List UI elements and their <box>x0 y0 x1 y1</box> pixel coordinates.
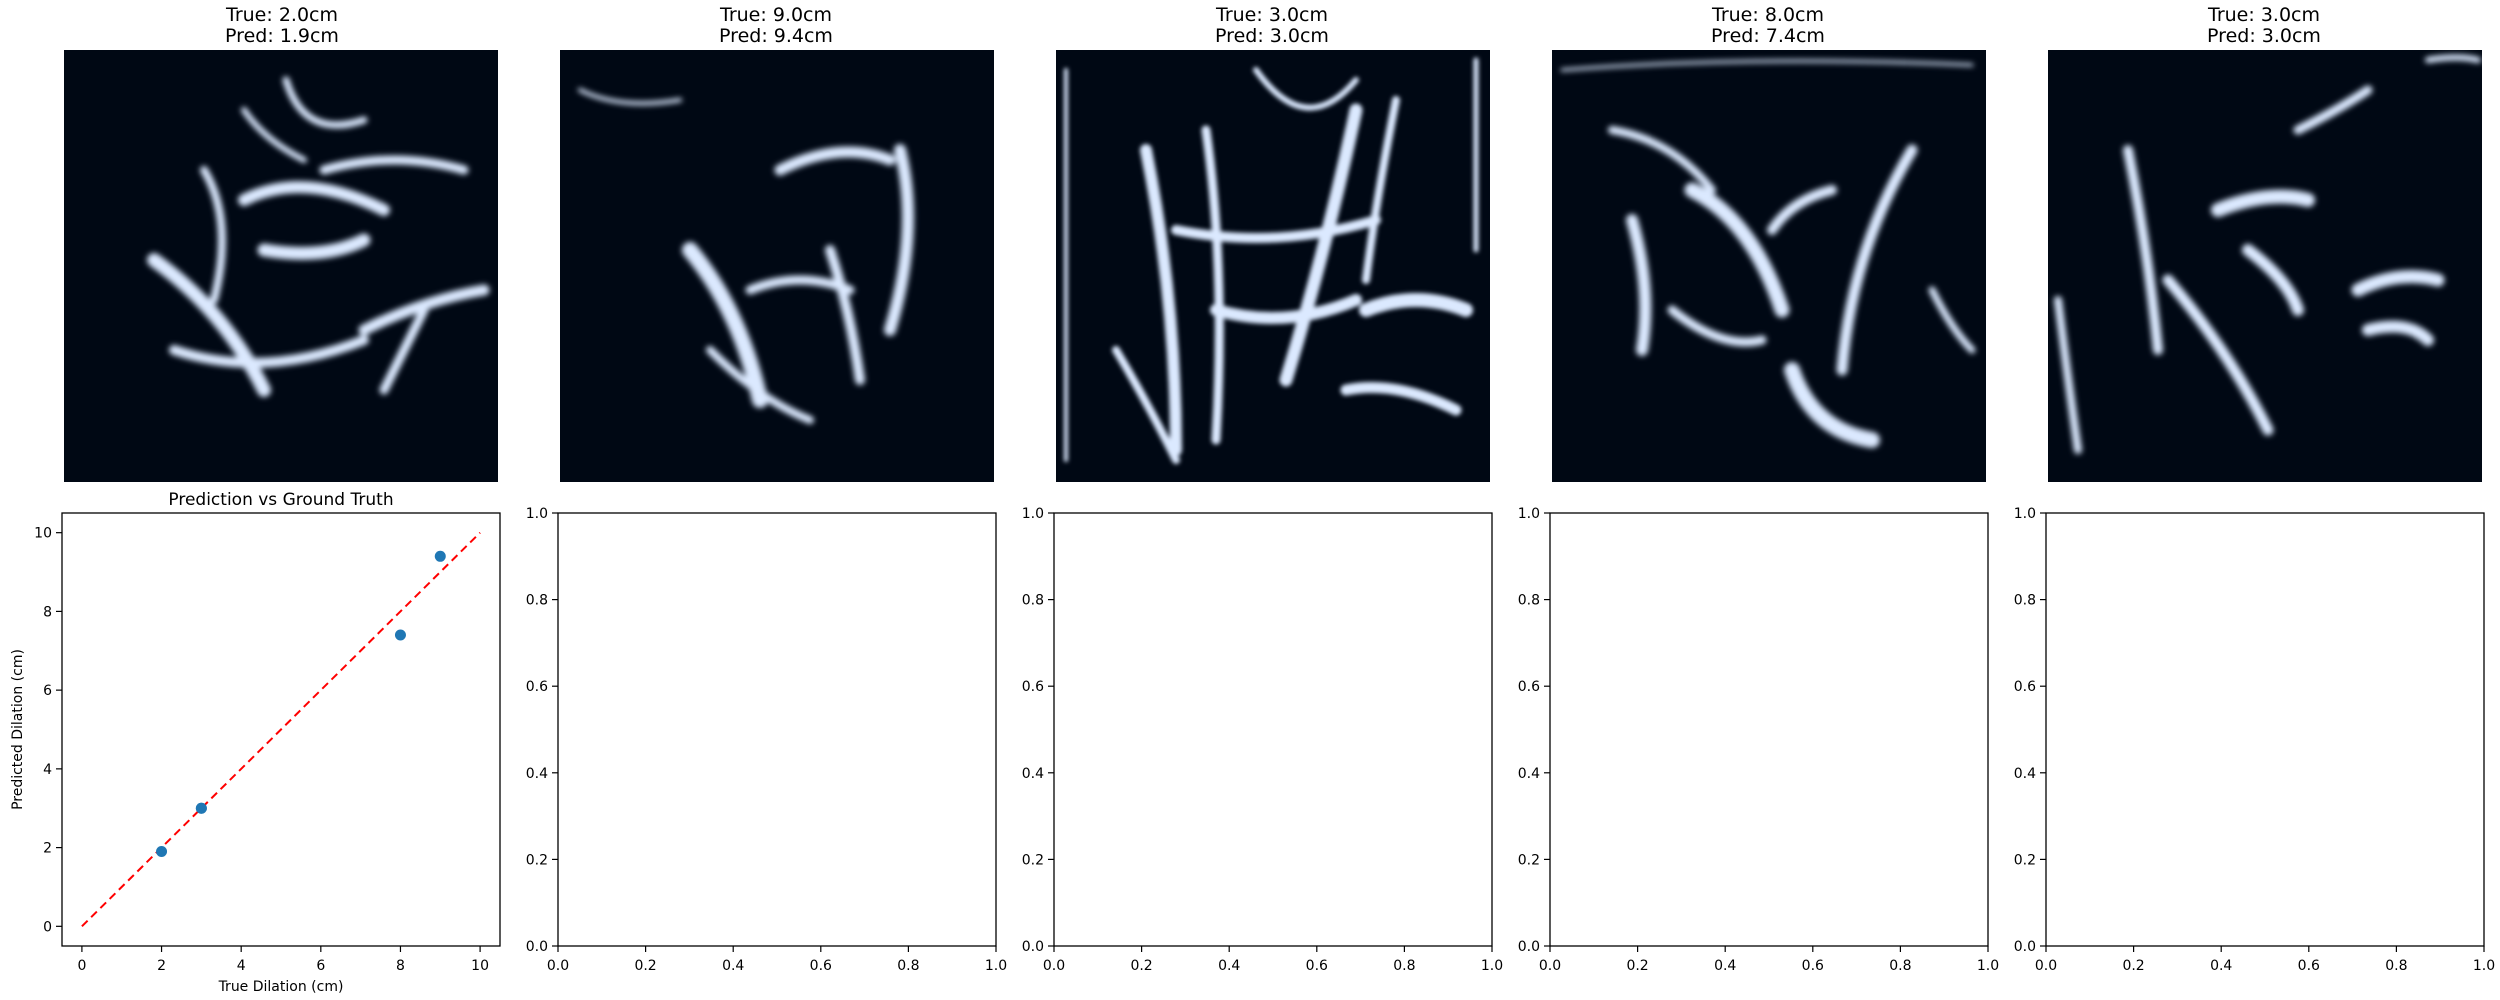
empty-axes-5: 0.0 0.2 0.4 0.6 0.8 1.0 0.0 0.2 0.4 0.6 0.8 1.0 <box>2014 506 2495 974</box>
ultrasound-image-3 <box>1056 50 1490 482</box>
y-tick-label: 0.4 <box>2014 766 2036 782</box>
x-tick-label: 0.6 <box>1802 958 1824 974</box>
y-axis-label: Predicted Dilation (cm) <box>10 649 26 810</box>
x-tick-label: 0.4 <box>722 958 744 974</box>
y-tick-label: 0 <box>43 919 52 935</box>
y-tick-label: 0.4 <box>1022 766 1044 782</box>
axes-frame <box>2045 512 2485 947</box>
axes-frame <box>1549 512 1989 947</box>
empty-axes-3: 0.0 0.2 0.4 0.6 0.8 1.0 0.0 0.2 0.4 0.6 0.8 1.0 <box>1022 506 1503 974</box>
y-tick-label: 1.0 <box>1022 506 1044 522</box>
panel-title-1: True: 2.0cm Pred: 1.9cm <box>62 5 502 47</box>
x-tick-label: 2 <box>157 958 166 974</box>
x-tick-label: 0.8 <box>1393 958 1415 974</box>
y-tick-label: 2 <box>43 841 52 857</box>
y-tick-label: 0.4 <box>1518 766 1540 782</box>
x-tick-label: 0.0 <box>1539 958 1561 974</box>
empty-axes-2: 0.0 0.2 0.4 0.6 0.8 1.0 0.0 0.2 0.4 0.6 0.8 1.0 <box>526 506 1007 974</box>
panel-title-5: True: 3.0cm Pred: 3.0cm <box>2044 5 2484 47</box>
y-tick-label: 0.6 <box>1022 679 1044 695</box>
ultrasound-image-5 <box>2048 50 2482 482</box>
x-tick-label: 0.2 <box>634 958 656 974</box>
y-tick-label: 4 <box>43 762 52 778</box>
y-tick-label: 0.0 <box>1518 939 1540 955</box>
x-tick-label: 0.2 <box>1626 958 1648 974</box>
y-tick-label: 0.8 <box>1022 593 1044 609</box>
y-tick-label: 1.0 <box>526 506 548 522</box>
y-tick-label: 0.0 <box>1022 939 1044 955</box>
y-tick-label: 0.4 <box>526 766 548 782</box>
data-point <box>195 802 207 814</box>
axes-frame <box>61 512 501 947</box>
x-tick-label: 0.0 <box>2035 958 2057 974</box>
x-tick-label: 0.4 <box>1218 958 1240 974</box>
pred-label: Pred: 1.9cm <box>225 25 339 47</box>
panel-title-3: True: 3.0cm Pred: 3.0cm <box>1052 5 1492 47</box>
x-tick-label: 0 <box>77 958 86 974</box>
y-tick-label: 0.6 <box>2014 679 2036 695</box>
true-label: True: 2.0cm <box>226 4 338 26</box>
x-tick-label: 1.0 <box>1977 958 1999 974</box>
pred-label: Pred: 9.4cm <box>719 25 833 47</box>
y-tick-label: 0.2 <box>526 852 548 868</box>
axes-frame <box>557 512 997 947</box>
x-tick-label: 1.0 <box>985 958 1007 974</box>
panel-title-4: True: 8.0cm Pred: 7.4cm <box>1548 5 1988 47</box>
scatter-plot-prediction-vs-truth: 0 2 4 6 8 10 0 2 4 6 8 10 Prediction vs Ground Truth… <box>10 490 501 995</box>
y-tick-label: 6 <box>43 683 52 699</box>
ultrasound-image-1 <box>64 50 498 482</box>
y-tick-label: 0.0 <box>526 939 548 955</box>
y-tick-label: 10 <box>34 526 52 542</box>
x-tick-label: 0.8 <box>897 958 919 974</box>
y-tick-label: 1.0 <box>1518 506 1540 522</box>
x-tick-label: 0.0 <box>547 958 569 974</box>
true-label: True: 8.0cm <box>1712 4 1824 26</box>
ultrasound-image-2 <box>560 50 994 482</box>
y-tick-label: 0.2 <box>2014 852 2036 868</box>
true-label: True: 9.0cm <box>720 4 832 26</box>
x-tick-label: 0.6 <box>810 958 832 974</box>
axes-frame <box>1053 512 1493 947</box>
x-tick-label: 1.0 <box>1481 958 1503 974</box>
true-label: True: 3.0cm <box>1216 4 1328 26</box>
panel-title-2: True: 9.0cm Pred: 9.4cm <box>556 5 996 47</box>
x-tick-label: 4 <box>237 958 246 974</box>
x-tick-label: 0.2 <box>2122 958 2144 974</box>
data-point <box>434 550 446 562</box>
y-tick-label: 0.0 <box>2014 939 2036 955</box>
pred-label: Pred: 3.0cm <box>2207 25 2321 47</box>
empty-axes-4: 0.0 0.2 0.4 0.6 0.8 1.0 0.0 0.2 0.4 0.6 0.8 1.0 <box>1518 506 1999 974</box>
x-tick-label: 1.0 <box>2473 958 2495 974</box>
data-point <box>156 846 168 858</box>
x-tick-label: 0.8 <box>1889 958 1911 974</box>
x-tick-label: 0.4 <box>2210 958 2232 974</box>
ultrasound-image-4 <box>1552 50 1986 482</box>
x-tick-label: 6 <box>316 958 325 974</box>
chart-title: Prediction vs Ground Truth <box>168 490 393 510</box>
y-tick-label: 0.6 <box>526 679 548 695</box>
x-axis-label: True Dilation (cm) <box>218 979 344 995</box>
x-tick-label: 0.6 <box>1306 958 1328 974</box>
y-tick-label: 0.2 <box>1022 852 1044 868</box>
x-tick-label: 8 <box>396 958 405 974</box>
x-tick-label: 0.8 <box>2385 958 2407 974</box>
data-point <box>195 802 207 814</box>
x-tick-label: 0.0 <box>1043 958 1065 974</box>
x-tick-label: 0.2 <box>1130 958 1152 974</box>
y-tick-label: 0.2 <box>1518 852 1540 868</box>
x-tick-label: 0.6 <box>2298 958 2320 974</box>
identity-line <box>81 531 481 928</box>
data-point <box>394 629 406 641</box>
y-tick-label: 0.8 <box>1518 593 1540 609</box>
y-tick-label: 0.6 <box>1518 679 1540 695</box>
pred-label: Pred: 7.4cm <box>1711 25 1825 47</box>
x-tick-label: 0.4 <box>1714 958 1736 974</box>
x-tick-label: 10 <box>471 958 489 974</box>
y-tick-label: 8 <box>43 604 52 620</box>
y-tick-label: 0.8 <box>526 593 548 609</box>
true-label: True: 3.0cm <box>2208 4 2320 26</box>
y-tick-label: 1.0 <box>2014 506 2036 522</box>
pred-label: Pred: 3.0cm <box>1215 25 1329 47</box>
y-tick-label: 0.8 <box>2014 593 2036 609</box>
